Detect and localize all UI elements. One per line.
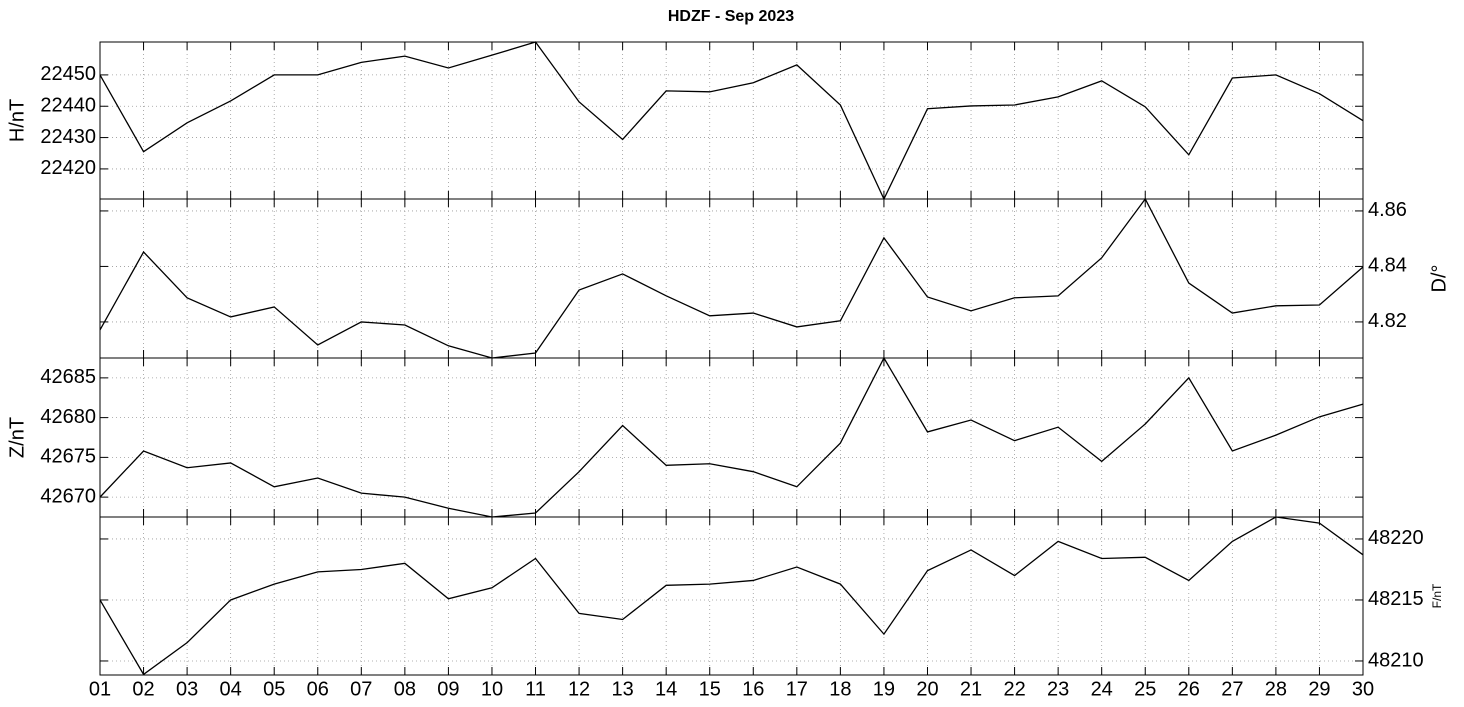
y-tick-label: 42675 (40, 446, 96, 468)
x-tick-label: 29 (1308, 678, 1330, 700)
x-tick-label: 04 (220, 678, 242, 700)
x-tick-label: 26 (1178, 678, 1200, 700)
y-tick-label: 4.82 (1368, 310, 1407, 332)
x-tick-label: 23 (1047, 678, 1069, 700)
x-tick-label: 14 (655, 678, 677, 700)
x-tick-label: 17 (786, 678, 808, 700)
y-axis-label: F/nT (1430, 583, 1444, 608)
y-tick-label: 48215 (1368, 588, 1424, 610)
data-line (99, 516, 1364, 676)
y-axis-label: D/° (1428, 265, 1450, 293)
x-tick-label: 08 (394, 678, 416, 700)
x-tick-label: 22 (1003, 678, 1025, 700)
x-tick-label: 19 (873, 678, 895, 700)
x-tick-label: 15 (699, 678, 721, 700)
x-tick-label: 03 (176, 678, 198, 700)
x-tick-label: 20 (916, 678, 938, 700)
data-line (99, 41, 1364, 201)
x-tick-label: 24 (1091, 678, 1113, 700)
x-tick-label: 01 (89, 678, 111, 700)
y-tick-label: 4.86 (1368, 199, 1407, 221)
y-axis-label: H/nT (6, 99, 28, 142)
plot-frame (99, 41, 1364, 200)
x-tick-label: 27 (1221, 678, 1243, 700)
x-tick-label: 30 (1352, 678, 1374, 700)
y-tick-label: 22430 (40, 126, 96, 148)
x-tick-label: 02 (132, 678, 154, 700)
y-tick-label: 22440 (40, 95, 96, 117)
data-line (99, 356, 1364, 518)
x-tick-label: 09 (437, 678, 459, 700)
x-tick-label: 13 (611, 678, 633, 700)
y-tick-label: 42680 (40, 406, 96, 428)
x-tick-label: 05 (263, 678, 285, 700)
plot-frame (99, 357, 1364, 518)
plot-frame (99, 516, 1364, 676)
y-tick-label: 48220 (1368, 527, 1424, 549)
x-tick-label: 21 (960, 678, 982, 700)
x-tick-label: 28 (1265, 678, 1287, 700)
data-line (99, 197, 1364, 359)
y-tick-label: 42670 (40, 485, 96, 507)
x-tick-label: 12 (568, 678, 590, 700)
x-tick-label: 06 (307, 678, 329, 700)
x-tick-label: 07 (350, 678, 372, 700)
y-tick-label: 48210 (1368, 649, 1424, 671)
y-axis-label: Z/nT (6, 417, 28, 458)
plot-frame (99, 198, 1364, 359)
chart-title: HDZF - Sep 2023 (668, 8, 794, 25)
y-tick-label: 22420 (40, 157, 96, 179)
y-tick-label: 4.84 (1368, 255, 1407, 277)
y-tick-label: 22450 (40, 63, 96, 85)
x-tick-label: 25 (1134, 678, 1156, 700)
x-tick-label: 11 (525, 678, 546, 700)
y-tick-label: 42685 (40, 366, 96, 388)
x-tick-label: 16 (742, 678, 764, 700)
x-tick-label: 10 (481, 678, 503, 700)
x-tick-label: 18 (829, 678, 851, 700)
